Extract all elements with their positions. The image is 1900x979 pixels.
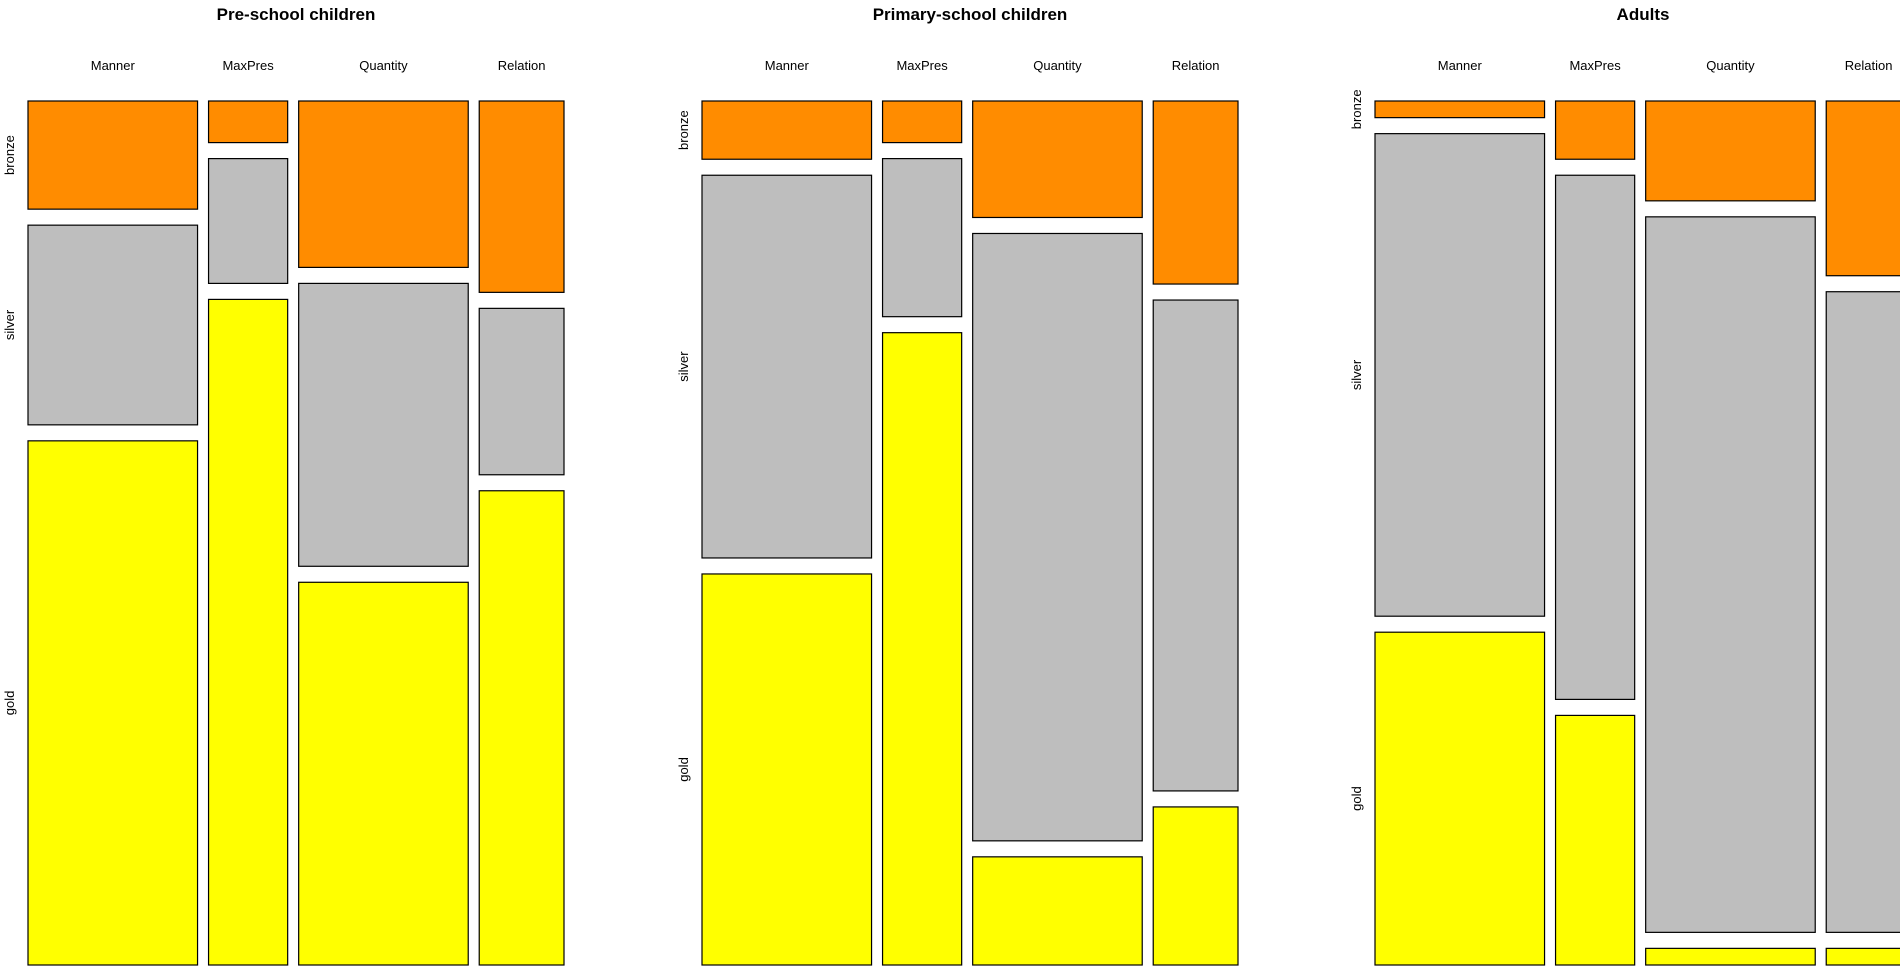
row-label-gold: gold [676, 757, 691, 782]
tile-silver-relation [1152, 299, 1239, 792]
tile-silver-quantity [1645, 216, 1816, 933]
tile-gold-maxpres [881, 332, 963, 966]
row-label-silver: silver [2, 309, 17, 340]
tile-bronze-relation [1152, 100, 1239, 285]
row-label-bronze: bronze [1349, 89, 1364, 129]
column-label: Quantity [1033, 58, 1082, 73]
tile-silver-maxpres [1554, 174, 1636, 700]
tile-gold-manner [1374, 631, 1546, 966]
row-label-gold: gold [2, 691, 17, 716]
column-label: MaxPres [896, 58, 948, 73]
tile-silver-maxpres [207, 158, 289, 285]
row-label-gold: gold [1349, 786, 1364, 811]
row-label-bronze: bronze [2, 135, 17, 175]
tile-silver-manner [1374, 133, 1546, 617]
tile-bronze-manner [1374, 100, 1546, 119]
tile-gold-relation [1825, 947, 1900, 966]
tile-silver-quantity [972, 232, 1143, 842]
tile-bronze-quantity [298, 100, 469, 268]
tile-bronze-quantity [972, 100, 1143, 219]
column-label: Relation [1845, 58, 1893, 73]
column-label: Manner [91, 58, 136, 73]
column-label: Manner [1438, 58, 1483, 73]
tile-gold-manner [27, 440, 199, 966]
tile-bronze-manner [701, 100, 873, 160]
tile-gold-maxpres [1554, 714, 1636, 966]
panel-title: Primary-school children [873, 5, 1068, 24]
row-label-silver: silver [1349, 359, 1364, 390]
panel-title: Pre-school children [217, 5, 376, 24]
column-label: Quantity [359, 58, 408, 73]
panel-title: Adults [1617, 5, 1670, 24]
tile-silver-quantity [298, 282, 469, 567]
tile-gold-quantity [1645, 947, 1816, 966]
column-label: Relation [1172, 58, 1220, 73]
tile-silver-relation [478, 307, 565, 476]
tile-silver-manner [27, 224, 199, 426]
tile-bronze-manner [27, 100, 199, 210]
tile-gold-quantity [298, 581, 469, 966]
tile-bronze-relation [478, 100, 565, 293]
tile-bronze-quantity [1645, 100, 1816, 202]
column-label: Relation [498, 58, 546, 73]
row-label-bronze: bronze [676, 110, 691, 150]
tile-gold-manner [701, 573, 873, 966]
tile-bronze-maxpres [1554, 100, 1636, 160]
tile-gold-maxpres [207, 298, 289, 966]
column-label: MaxPres [222, 58, 274, 73]
tile-bronze-maxpres [207, 100, 289, 144]
tile-silver-maxpres [881, 158, 963, 318]
column-label: Quantity [1706, 58, 1755, 73]
column-label: MaxPres [1569, 58, 1621, 73]
tile-bronze-relation [1825, 100, 1900, 277]
tile-gold-relation [478, 490, 565, 966]
tile-silver-relation [1825, 291, 1900, 933]
tile-gold-relation [1152, 806, 1239, 966]
tile-silver-manner [701, 174, 873, 559]
row-label-silver: silver [676, 351, 691, 382]
tile-gold-quantity [972, 856, 1143, 966]
tile-bronze-maxpres [881, 100, 963, 144]
column-label: Manner [765, 58, 810, 73]
